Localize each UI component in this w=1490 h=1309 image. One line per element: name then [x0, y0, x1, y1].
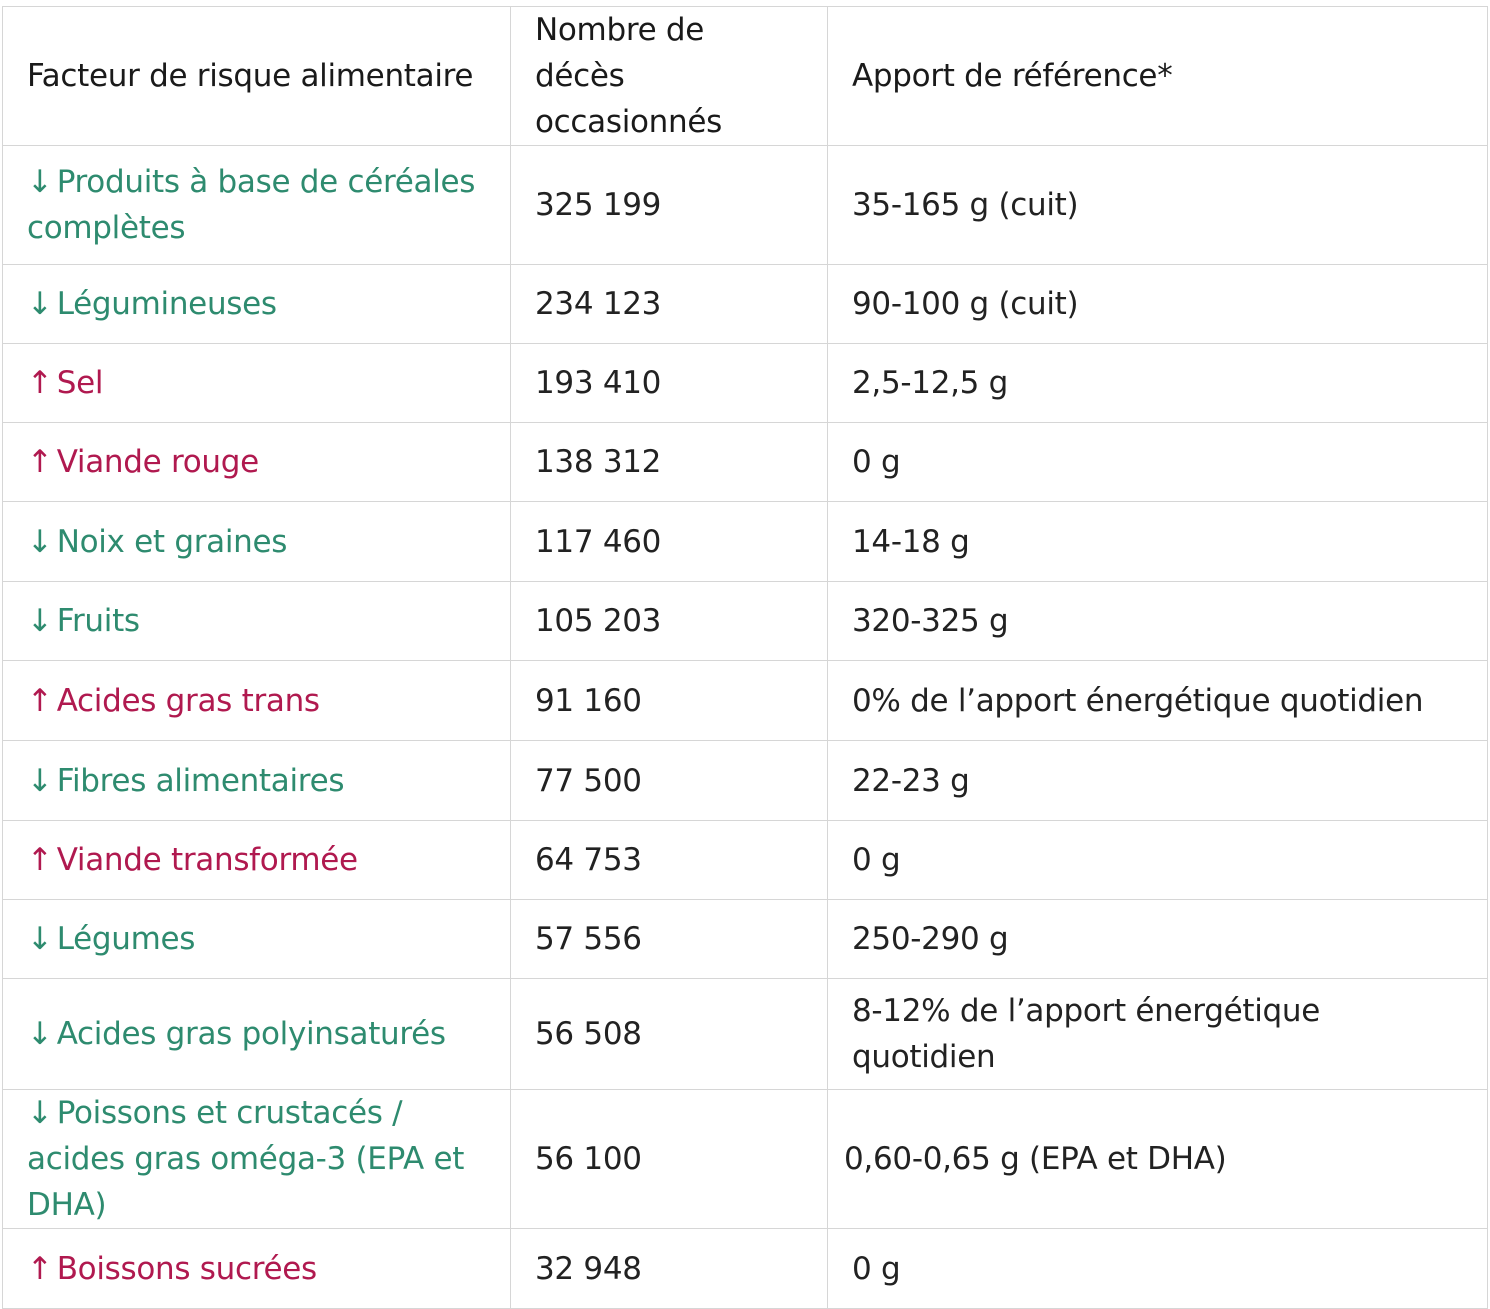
risk-factor-label: Produits à base de céréales complètes — [27, 164, 476, 246]
risk-factor-cell: ↓ Poissons et crustacés / acides gras omé… — [2, 1089, 511, 1229]
risk-factor-cell: ↓ Produits à base de céréales complètes — [2, 145, 511, 265]
deaths-cell: 117 460 — [510, 501, 828, 582]
table-row: ↑ Boissons sucrées 32 948 0 g — [2, 1228, 1488, 1309]
deaths-cell: 91 160 — [510, 660, 828, 741]
table-row: ↓ Noix et graines 117 460 14-18 g — [2, 501, 1488, 582]
deaths-cell: 138 312 — [510, 422, 828, 502]
risk-factor-cell: ↓ Légumes — [2, 899, 511, 979]
risk-factor-cell: ↓ Fruits — [2, 581, 511, 661]
reference-intake-cell: 35-165 g (cuit) — [827, 145, 1488, 265]
reference-intake-cell: 14-18 g — [827, 501, 1488, 582]
risk-factor-label: Viande transformée — [56, 842, 358, 878]
reference-intake-cell: 250-290 g — [827, 899, 1488, 979]
arrow-up-icon: ↑ — [27, 682, 53, 719]
table-row: ↓ Légumineuses 234 123 90-100 g (cuit) — [2, 264, 1488, 344]
arrow-down-icon: ↓ — [27, 523, 53, 560]
arrow-down-icon: ↓ — [27, 921, 53, 957]
table-row: ↓ Acides gras polyinsaturés 56 508 8-12% de… — [2, 978, 1488, 1090]
header-reference: Apport de référence* — [827, 6, 1488, 146]
risk-factor-cell: ↓ Acides gras polyinsaturés — [2, 978, 511, 1090]
deaths-cell: 193 410 — [510, 343, 828, 423]
reference-intake-cell: 22-23 g — [827, 740, 1488, 821]
table-row: ↑ Sel 193 410 2,5-12,5 g — [2, 343, 1488, 423]
deaths-cell: 57 556 — [510, 899, 828, 979]
reference-intake-cell: 0 g — [827, 1228, 1488, 1309]
arrow-down-icon: ↓ — [27, 1095, 53, 1131]
reference-intake-cell: 320-325 g — [827, 581, 1488, 661]
deaths-cell: 105 203 — [510, 581, 828, 661]
risk-factor-label: Poissons et crustacés / acides gras omég… — [27, 1095, 465, 1223]
arrow-down-icon: ↓ — [27, 286, 53, 322]
table-body: ↓ Produits à base de céréales complètes 32… — [2, 145, 1488, 1309]
risk-factor-cell: ↓ Noix et graines — [2, 501, 511, 582]
risk-factor-cell: ↓ Fibres alimentaires — [2, 740, 511, 821]
risk-factor-label: Boissons sucrées — [56, 1250, 317, 1287]
dietary-risk-table: Facteur de risque alimentaire Nombre de … — [2, 6, 1488, 1309]
reference-intake-cell: 0 g — [827, 422, 1488, 502]
arrow-up-icon: ↑ — [27, 842, 53, 878]
reference-intake-cell: 0,60-0,65 g (EPA et DHA) — [827, 1089, 1488, 1229]
risk-factor-cell: ↑ Acides gras trans — [2, 660, 511, 741]
reference-intake-cell: 0% de l’apport énergétique quotidien — [827, 660, 1488, 741]
table-row: ↓ Produits à base de céréales complètes 32… — [2, 145, 1488, 265]
table-row: ↓ Poissons et crustacés / acides gras omé… — [2, 1089, 1488, 1229]
reference-intake-cell: 8-12% de l’apport énergétique quotidien — [827, 978, 1488, 1090]
deaths-cell: 77 500 — [510, 740, 828, 821]
risk-factor-label: Fruits — [56, 603, 140, 639]
header-deaths-line1: Nombre de décès — [535, 12, 705, 94]
reference-intake-cell: 90-100 g (cuit) — [827, 264, 1488, 344]
header-deaths-line2: occasionnés — [535, 104, 722, 140]
risk-factor-cell: ↑ Boissons sucrées — [2, 1228, 511, 1309]
table-row: ↑ Viande transformée 64 753 0 g — [2, 820, 1488, 900]
arrow-down-icon: ↓ — [27, 164, 53, 200]
risk-factor-label: Acides gras trans — [56, 682, 320, 719]
deaths-cell: 325 199 — [510, 145, 828, 265]
table-row: ↓ Fruits 105 203 320-325 g — [2, 581, 1488, 661]
table-row: ↓ Légumes 57 556 250-290 g — [2, 899, 1488, 979]
reference-intake-cell: 2,5-12,5 g — [827, 343, 1488, 423]
risk-factor-label: Légumineuses — [56, 286, 277, 322]
arrow-up-icon: ↑ — [27, 444, 53, 480]
reference-intake-cell: 0 g — [827, 820, 1488, 900]
risk-factor-cell: ↑ Sel — [2, 343, 511, 423]
deaths-cell: 56 100 — [510, 1089, 828, 1229]
arrow-down-icon: ↓ — [27, 603, 53, 639]
deaths-cell: 32 948 — [510, 1228, 828, 1309]
table-row: ↓ Fibres alimentaires 77 500 22-23 g — [2, 740, 1488, 821]
arrow-down-icon: ↓ — [27, 762, 53, 799]
risk-factor-cell: ↑ Viande transformée — [2, 820, 511, 900]
table-header-row: Facteur de risque alimentaire Nombre de … — [2, 6, 1488, 146]
risk-factor-label: Sel — [56, 365, 104, 401]
deaths-cell: 56 508 — [510, 978, 828, 1090]
table-row: ↑ Viande rouge 138 312 0 g — [2, 422, 1488, 502]
risk-factor-cell: ↑ Viande rouge — [2, 422, 511, 502]
risk-factor-label: Noix et graines — [56, 523, 288, 560]
arrow-up-icon: ↑ — [27, 365, 53, 401]
risk-factor-label: Acides gras polyinsaturés — [56, 1016, 446, 1052]
risk-factor-cell: ↓ Légumineuses — [2, 264, 511, 344]
arrow-up-icon: ↑ — [27, 1250, 53, 1287]
deaths-cell: 234 123 — [510, 264, 828, 344]
arrow-down-icon: ↓ — [27, 1016, 53, 1052]
table-row: ↑ Acides gras trans 91 160 0% de l’apport é… — [2, 660, 1488, 741]
deaths-cell: 64 753 — [510, 820, 828, 900]
risk-factor-label: Fibres alimentaires — [56, 762, 345, 799]
risk-factor-label: Légumes — [56, 921, 196, 957]
risk-factor-label: Viande rouge — [56, 444, 260, 480]
header-deaths: Nombre de décès occasionnés — [510, 6, 828, 146]
header-factor: Facteur de risque alimentaire — [2, 6, 511, 146]
